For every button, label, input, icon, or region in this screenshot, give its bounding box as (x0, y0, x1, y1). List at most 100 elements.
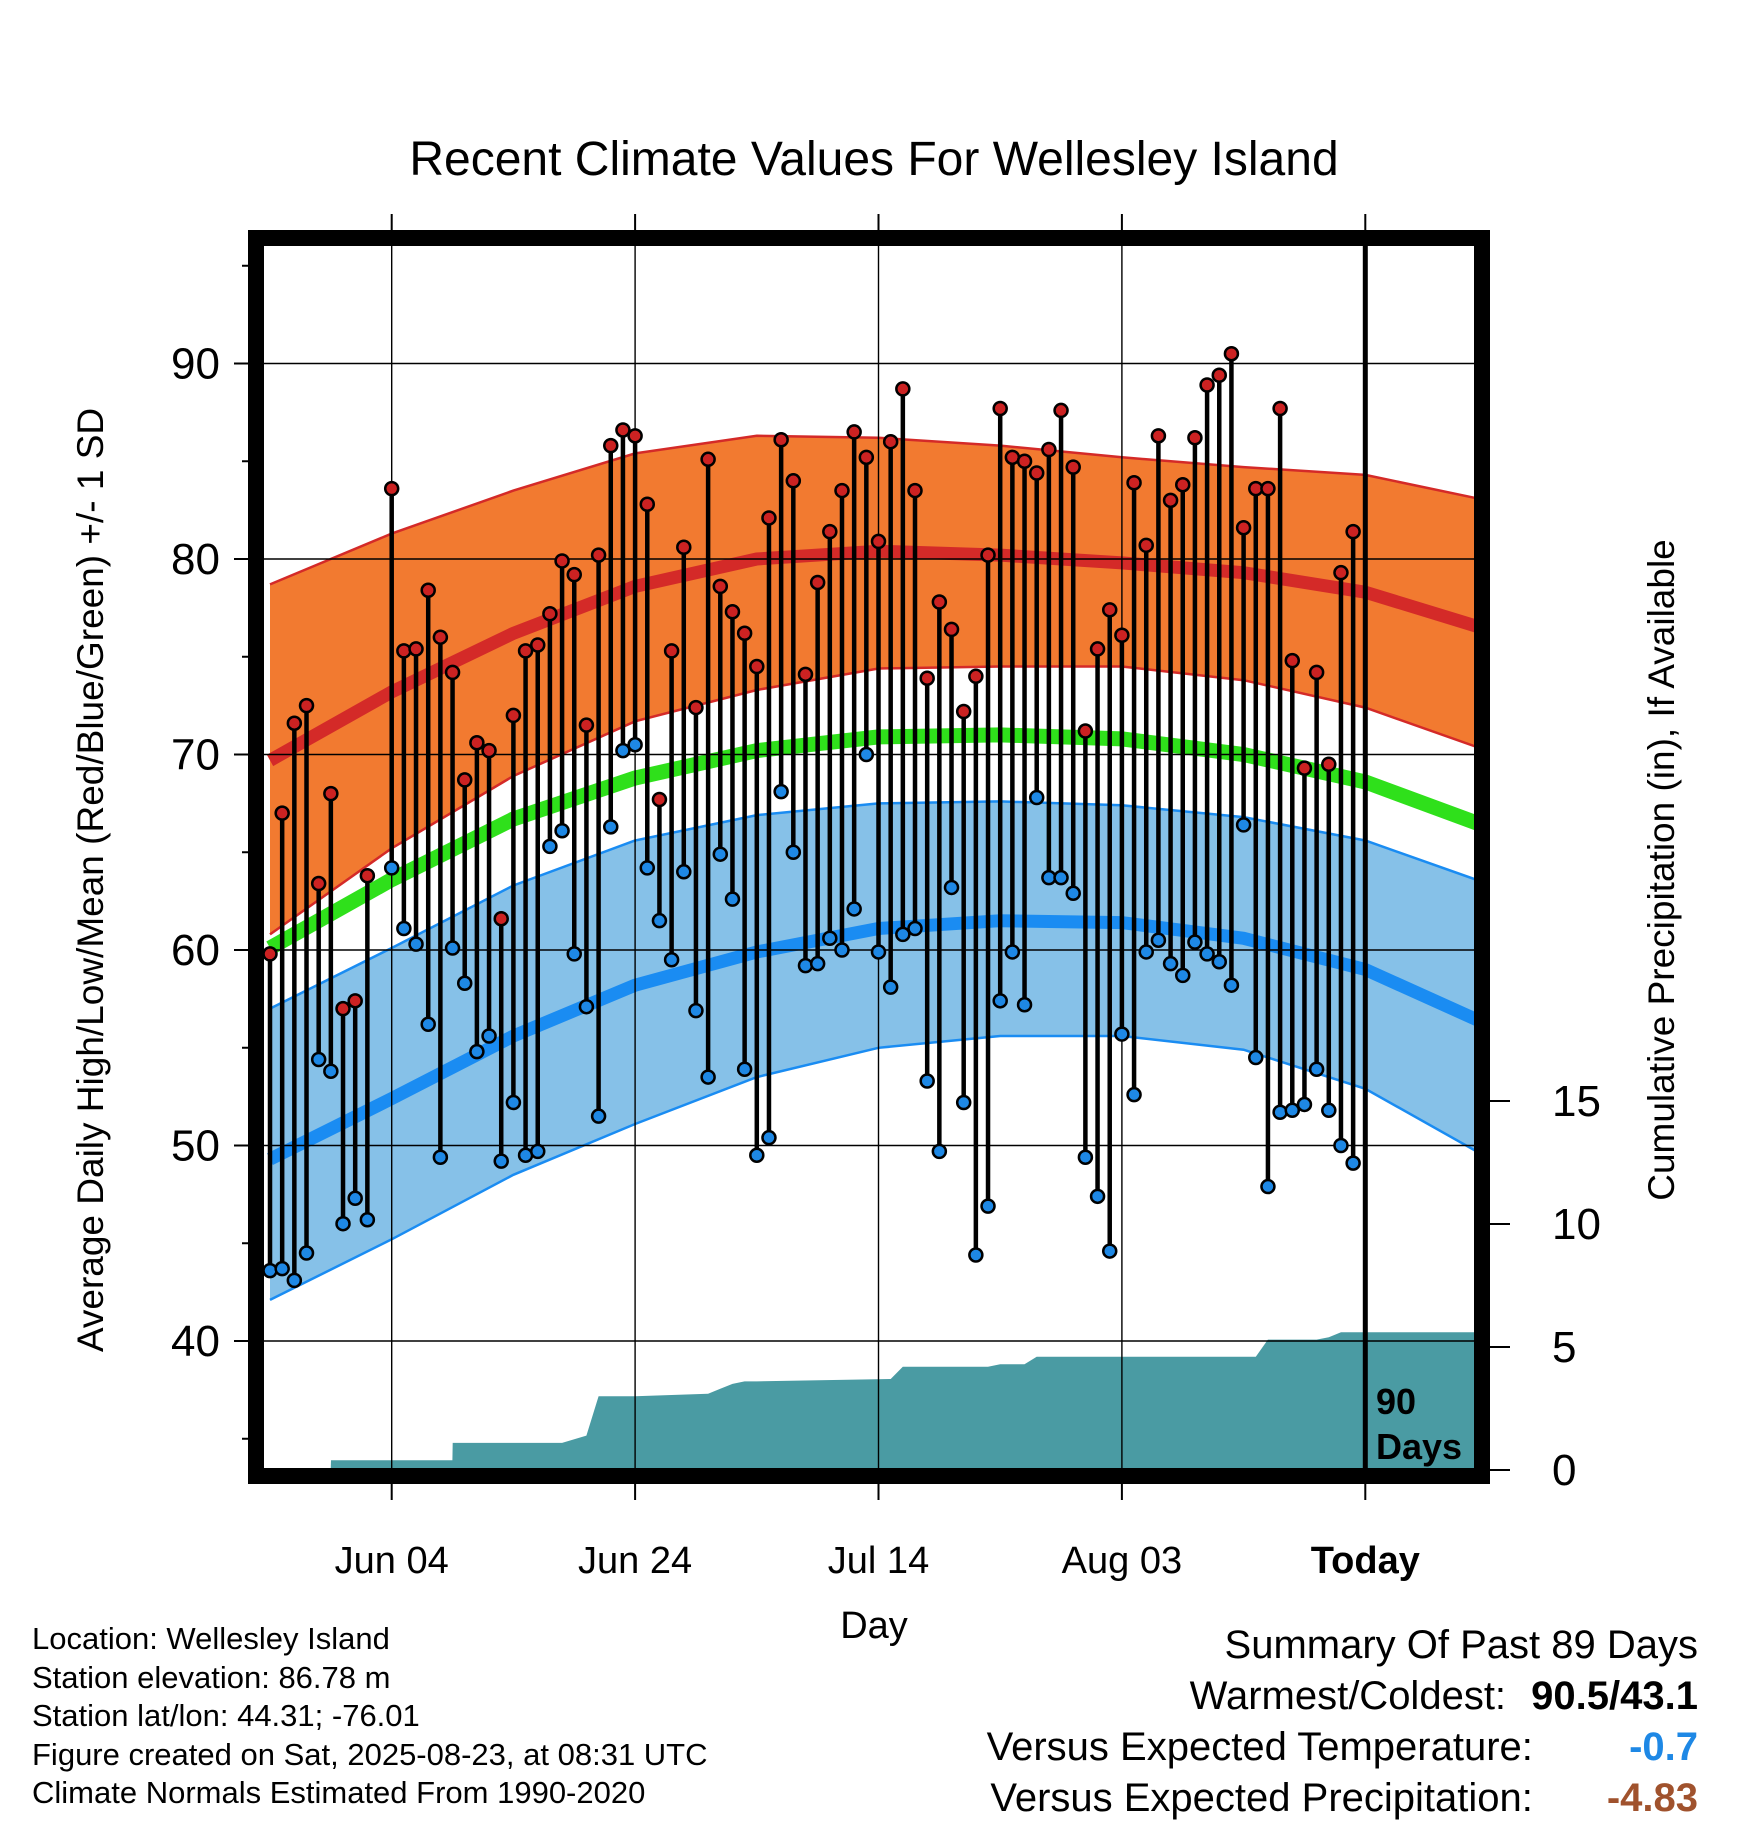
daily-low-point (968, 1247, 984, 1263)
daily-low-point (1065, 885, 1081, 902)
plot-area (262, 244, 1476, 1470)
normal-high-sd-band (270, 435, 1476, 935)
daily-low-point (383, 860, 400, 876)
y-tick-label-50: 50 (171, 1122, 220, 1171)
daily-high-point (274, 805, 290, 821)
precip-versus-row: Versus Expected Precipitation: -4.83 (987, 1773, 1698, 1824)
daily-low-point (1296, 1096, 1313, 1113)
daily-low-point (651, 912, 668, 929)
daily-low-point (444, 940, 461, 956)
daily-high-point (1016, 453, 1033, 469)
daily-high-point (1162, 492, 1179, 509)
daily-high-point (1211, 367, 1228, 383)
daily-low-point (469, 1043, 485, 1060)
location-text: Location: Wellesley Island (32, 1621, 390, 1656)
daily-low-point (639, 860, 656, 876)
daily-high-point (1041, 441, 1057, 458)
precip-area (270, 1332, 1476, 1470)
daily-high-point (773, 431, 789, 448)
daily-low-point (822, 930, 838, 947)
daily-low-point (627, 736, 643, 753)
daily-low-point (834, 942, 850, 958)
daily-low-point (1162, 955, 1179, 972)
daily-low-point (1333, 1137, 1349, 1154)
summary-panel: Summary Of Past 89 Days Warmest/Coldest:… (987, 1620, 1698, 1824)
daily-low-point (1101, 1243, 1118, 1259)
normals-text: Climate Normals Estimated From 1990-2020 (32, 1775, 646, 1810)
latlon-text: Station lat/lon: 44.31; -76.01 (32, 1698, 420, 1733)
summary-title: Summary Of Past 89 Days (1224, 1623, 1698, 1667)
y2-axis-label: Cumulative Precipitation (in), If Availa… (1641, 539, 1682, 1201)
daily-high-point (603, 437, 619, 454)
daily-high-point (493, 910, 509, 927)
daily-high-point (639, 496, 656, 513)
daily-low-point (895, 926, 911, 943)
daily-high-point (408, 641, 424, 657)
daily-low-point (432, 1149, 449, 1165)
daily-low-point (980, 1198, 996, 1214)
daily-high-point (955, 703, 972, 720)
daily-high-point (1053, 402, 1069, 419)
daily-low-point (724, 891, 741, 907)
warmest-coldest-row: Warmest/Coldest: 90.5/43.1 (987, 1671, 1698, 1722)
daily-low-point (1308, 1061, 1325, 1078)
plot-inner (262, 244, 1476, 1470)
precip-versus-label: Versus Expected Precipitation: (990, 1776, 1533, 1820)
temp-versus-value: -0.7 (1629, 1725, 1698, 1769)
daily-low-point (943, 879, 960, 896)
daily-high-point (359, 867, 376, 884)
daily-low-point (566, 946, 582, 962)
daily-low-point (298, 1245, 315, 1261)
daily-high-point (736, 625, 753, 642)
y-tick-label-40: 40 (171, 1317, 220, 1366)
elevation-text: Station elevation: 86.78 m (32, 1659, 391, 1695)
daily-low-point (809, 955, 826, 972)
daily-low-point (663, 952, 680, 968)
daily-high-point (761, 510, 777, 526)
daily-high-point (797, 666, 814, 683)
daily-high-point (566, 566, 582, 583)
daily-high-point (505, 707, 522, 724)
daily-high-point (578, 717, 595, 733)
daily-high-point (834, 482, 850, 499)
precip-versus-value: -4.83 (1606, 1776, 1698, 1820)
daily-high-point (1175, 476, 1191, 493)
daily-high-point (688, 699, 704, 716)
daily-low-point (955, 1094, 972, 1111)
chart-title: Recent Climate Values For Wellesley Isla… (409, 133, 1338, 186)
warmest-coldest-label: Warmest/Coldest: (1189, 1674, 1507, 1718)
y-tick-label-90: 90 (171, 340, 220, 389)
daily-low-point (359, 1212, 376, 1228)
daily-high-point (712, 578, 729, 595)
daily-low-point (1199, 946, 1215, 962)
daily-high-point (286, 715, 303, 731)
daily-low-point (907, 920, 923, 937)
temp-versus-row: Versus Expected Temperature: -0.7 (987, 1722, 1698, 1773)
x-tick-label-2: Jun 24 (578, 1540, 692, 1582)
daily-low-point (408, 936, 424, 952)
daily-high-point (931, 594, 948, 610)
daily-high-point (1333, 564, 1349, 581)
daily-high-point (262, 946, 278, 962)
daily-high-point (676, 539, 692, 556)
daily-low-point (1223, 977, 1240, 993)
y-tick-label-80: 80 (171, 535, 220, 584)
daily-high-point (396, 643, 412, 659)
daily-high-point (1223, 345, 1240, 362)
daily-low-point (310, 1051, 327, 1068)
daily-low-point (578, 998, 595, 1015)
daily-high-point (749, 658, 765, 675)
x-axis-label: Day (840, 1605, 908, 1647)
daily-low-point (919, 1073, 935, 1089)
daily-high-point (858, 449, 875, 466)
daily-low-point (1260, 1178, 1276, 1195)
daily-low-point (1028, 789, 1045, 806)
daily-low-point (1248, 1049, 1264, 1066)
daily-high-point (1199, 377, 1215, 393)
y-axis-label: Average Daily High/Low/Mean (Red/Blue/Gr… (70, 408, 111, 1352)
daily-high-point (554, 553, 570, 569)
daily-high-point (907, 482, 923, 499)
daily-high-point (1138, 537, 1154, 554)
daily-high-point (444, 664, 461, 681)
daily-high-point (663, 643, 680, 659)
